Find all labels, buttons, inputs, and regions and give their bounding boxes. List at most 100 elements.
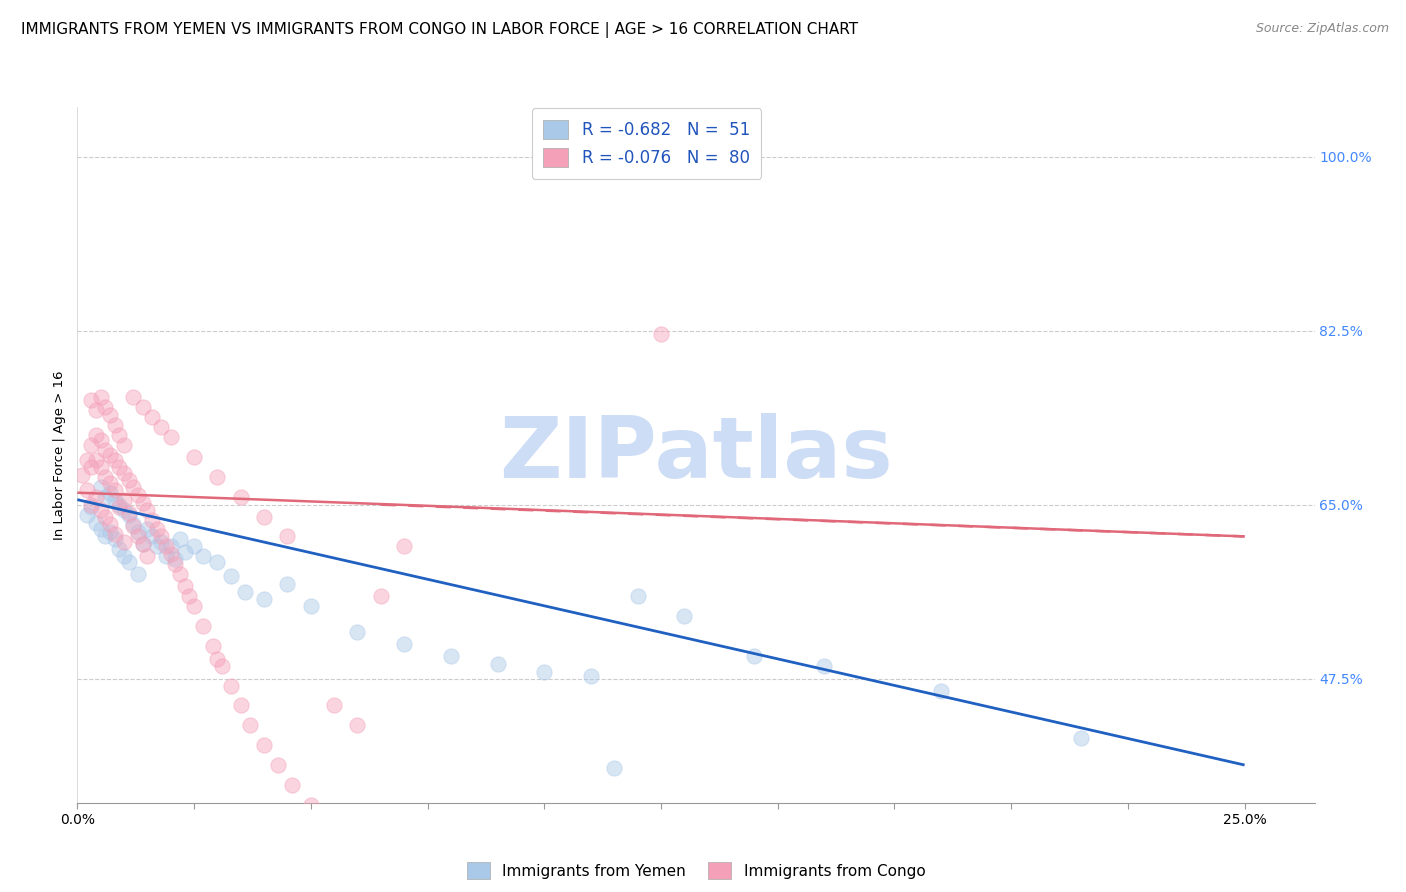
Point (173, 545, 195, 559)
Text: Source: ZipAtlas.com: Source: ZipAtlas.com (1256, 22, 1389, 36)
Point (104, 533, 127, 547)
Text: IMMIGRANTS FROM YEMEN VS IMMIGRANTS FROM CONGO IN LABOR FORCE | AGE > 16 CORRELA: IMMIGRANTS FROM YEMEN VS IMMIGRANTS FROM… (21, 22, 858, 38)
Point (84, 453, 107, 467)
Point (80, 459, 103, 474)
Point (94, 442, 117, 457)
Point (276, 529, 298, 543)
Point (346, 624, 368, 639)
Point (267, 758, 290, 772)
Point (169, 567, 191, 582)
Point (94, 401, 117, 415)
Point (159, 540, 181, 554)
Point (346, 718, 368, 732)
Point (253, 592, 276, 607)
Point (118, 508, 141, 522)
Point (744, 648, 766, 663)
Point (70, 467, 93, 482)
Point (98, 525, 121, 540)
Point (104, 483, 127, 497)
Point (141, 410, 163, 425)
Point (131, 537, 153, 551)
Point (84, 428, 107, 442)
Point (108, 498, 131, 512)
Point (112, 438, 135, 452)
Point (229, 698, 252, 713)
Point (127, 529, 149, 543)
Point (112, 466, 135, 480)
Point (813, 658, 835, 673)
Point (98, 448, 121, 462)
Point (112, 549, 135, 564)
Text: ZIPatlas: ZIPatlas (499, 413, 893, 497)
Point (90, 523, 112, 537)
Point (626, 589, 648, 603)
Point (108, 459, 131, 474)
Point (136, 523, 159, 537)
Point (118, 555, 141, 569)
Point (80, 438, 103, 452)
Point (239, 718, 262, 732)
Point (207, 555, 229, 569)
Point (159, 547, 181, 561)
Point (150, 420, 173, 434)
Point (112, 535, 135, 549)
Point (80, 393, 103, 408)
Point (90, 433, 112, 447)
Point (533, 665, 555, 679)
Point (118, 506, 141, 520)
Point (281, 778, 304, 792)
Point (159, 430, 181, 444)
Point (98, 517, 121, 532)
Point (76, 483, 98, 497)
Point (108, 542, 131, 557)
Point (392, 540, 415, 554)
Point (929, 684, 952, 698)
Legend: Immigrants from Yemen, Immigrants from Congo: Immigrants from Yemen, Immigrants from C… (461, 855, 931, 886)
Point (122, 519, 145, 533)
Point (193, 619, 215, 633)
Point (98, 475, 121, 490)
Point (98, 485, 121, 500)
Point (127, 525, 149, 540)
Y-axis label: In Labor Force | Age > 16: In Labor Force | Age > 16 (53, 370, 66, 540)
Point (104, 527, 127, 541)
Point (370, 589, 392, 603)
Point (276, 577, 298, 591)
Point (94, 490, 117, 504)
Point (80, 500, 103, 514)
Point (90, 480, 112, 494)
Point (131, 401, 153, 415)
Point (207, 651, 229, 665)
Point (112, 502, 135, 516)
Point (118, 473, 141, 487)
Point (145, 540, 167, 554)
Point (122, 480, 145, 494)
Point (150, 535, 173, 549)
Point (253, 738, 276, 752)
Point (94, 470, 117, 484)
Point (141, 529, 163, 543)
Point (155, 540, 177, 554)
Point (80, 498, 103, 512)
Point (392, 637, 415, 651)
Point (235, 585, 257, 599)
Point (76, 508, 98, 522)
Point (94, 529, 117, 543)
Point (165, 558, 187, 572)
Point (136, 502, 159, 516)
Point (299, 599, 322, 613)
Point (131, 537, 153, 551)
Point (165, 552, 187, 566)
Point (104, 492, 127, 507)
Point (579, 668, 602, 682)
Point (323, 698, 346, 713)
Point (183, 540, 205, 554)
Point (150, 529, 173, 543)
Point (650, 326, 672, 341)
Point (211, 658, 233, 673)
Point (207, 470, 229, 484)
Point (486, 657, 509, 671)
Point (122, 390, 145, 404)
Point (94, 509, 117, 524)
Point (84, 516, 107, 530)
